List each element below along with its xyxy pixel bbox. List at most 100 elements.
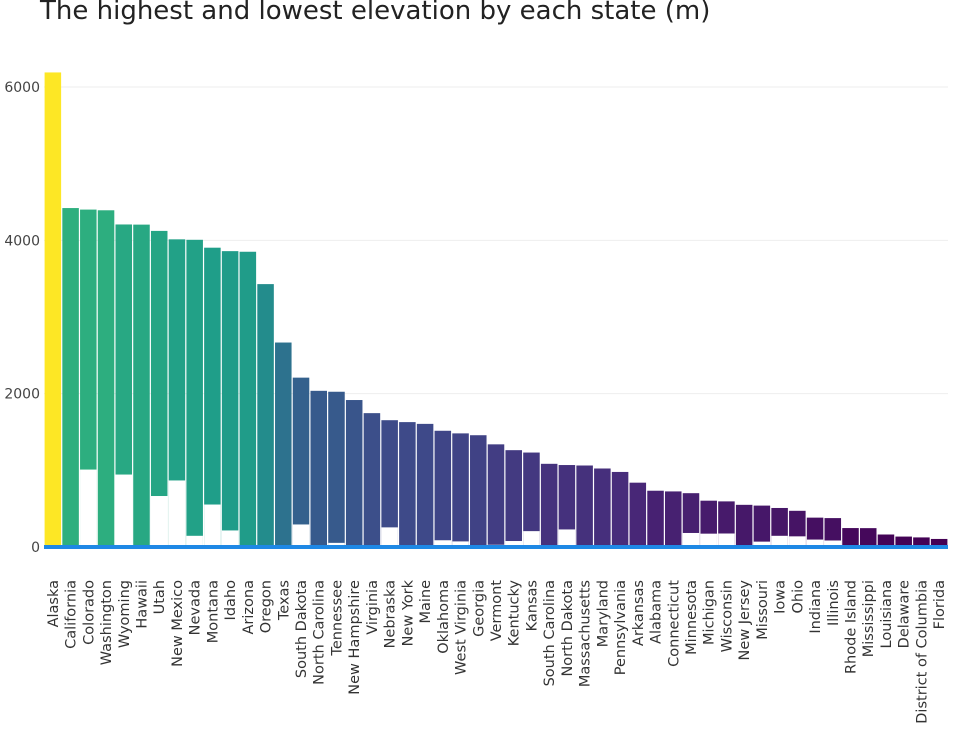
bar-lowest [682,532,700,547]
x-tick-label: Washington [99,580,115,665]
x-tick-label: Wisconsin [719,580,735,652]
bar-highest [150,230,168,548]
bar-highest [735,504,753,547]
x-tick-label: New Hampshire [347,580,363,695]
y-tick-label: 4000 [4,233,40,249]
bar-highest [133,224,150,547]
bar-lowest [523,531,540,547]
bar-highest [540,463,558,547]
x-tick-label: Ohio [790,580,806,614]
bar-lowest [115,474,133,547]
x-tick-label: South Carolina [542,580,558,686]
x-tick-label: Indiana [808,580,824,634]
bar-highest [523,452,540,547]
bar-lowest [186,535,203,547]
bar-lowest [168,480,186,547]
bar-highest [257,284,274,547]
x-tick-label: Vermont [489,580,505,642]
bar-highest [664,491,682,547]
bar-lowest [381,527,398,547]
y-tick-label: 0 [31,540,40,556]
bar-lowest [718,533,735,547]
bar-highest [115,224,133,548]
bar-highest [434,430,452,547]
x-tick-label: Arizona [241,580,257,634]
bar-highest [204,247,221,547]
bar-lowest [80,469,97,547]
x-tick-label: Alaska [46,580,62,627]
bar-lowest [824,540,842,547]
bar-lowest [771,535,788,547]
y-tick-label: 6000 [4,80,40,96]
bar-highest [381,420,398,547]
bar-highest [487,444,505,547]
bar-highest [913,537,930,547]
bar-lowest [753,541,771,547]
y-tick-label: 2000 [4,387,40,403]
x-tick-label: Idaho [223,580,239,621]
x-tick-label: Kentucky [507,580,523,647]
bar-highest [186,239,203,547]
bar-highest [505,450,522,547]
x-tick-label: Alabama [649,580,665,644]
bar-lowest [700,533,717,547]
x-tick-label: Connecticut [666,580,682,667]
chart-title: The highest and lowest elevation by each… [40,0,711,26]
x-tick-label: California [64,580,80,649]
bar-highest [416,423,434,547]
bar-highest [859,528,877,547]
x-tick-label: Nevada [188,580,204,635]
bars [44,72,948,548]
bar-lowest [434,540,452,547]
bar-highest [62,208,79,547]
y-axis-ticks: 0 2000 4000 6000 [4,80,40,556]
x-tick-label: New York [400,579,416,646]
x-tick-label: Michigan [702,580,718,645]
bar-lowest [150,496,168,547]
bar-highest [576,465,593,547]
bar-highest [842,528,859,547]
bar-highest [558,465,576,547]
bar-highest [824,518,842,547]
x-tick-label: Maryland [595,580,611,647]
x-tick-label: Iowa [773,580,789,614]
x-tick-label: Massachusetts [578,580,594,687]
bar-highest [168,239,186,547]
bar-highest [97,210,115,547]
x-tick-label: Rhode Island [844,580,860,674]
x-tick-label: New Mexico [170,580,186,667]
bar-highest [877,534,895,547]
x-tick-label: Maine [418,580,434,624]
x-tick-label: Wyoming [117,580,133,648]
x-tick-label: Montana [205,580,221,643]
bar-highest [647,490,664,547]
x-tick-label: Louisiana [879,580,895,648]
bar-lowest [558,529,576,547]
x-tick-label: Minnesota [684,580,700,655]
bar-highest [292,377,310,547]
bar-highest [310,390,328,547]
bar-lowest [505,541,522,547]
bar-highest [399,422,416,547]
bar-lowest [328,542,345,547]
x-tick-label: Florida [932,580,948,629]
x-tick-label: Virginia [365,580,381,635]
x-tick-label: Missouri [755,580,771,640]
x-tick-label: Utah [152,580,168,614]
x-tick-label: Pennsylvania [613,580,629,675]
x-tick-label: Illinois [826,580,842,626]
x-tick-label: South Dakota [294,580,310,678]
bar-highest [930,538,948,547]
bar-lowest [789,536,806,547]
x-axis-labels: Alaska California Colorado Washington Wyomin… [46,579,948,723]
bar-highest [629,482,647,547]
bar-highest [594,468,611,547]
bar-lowest [221,530,239,547]
x-tick-label: Texas [276,580,292,621]
x-tick-label: Hawaii [134,580,150,629]
bar-lowest [204,504,221,547]
bar-highest [470,435,487,547]
zero-line-bar [44,545,948,549]
bar-lowest [452,541,469,547]
